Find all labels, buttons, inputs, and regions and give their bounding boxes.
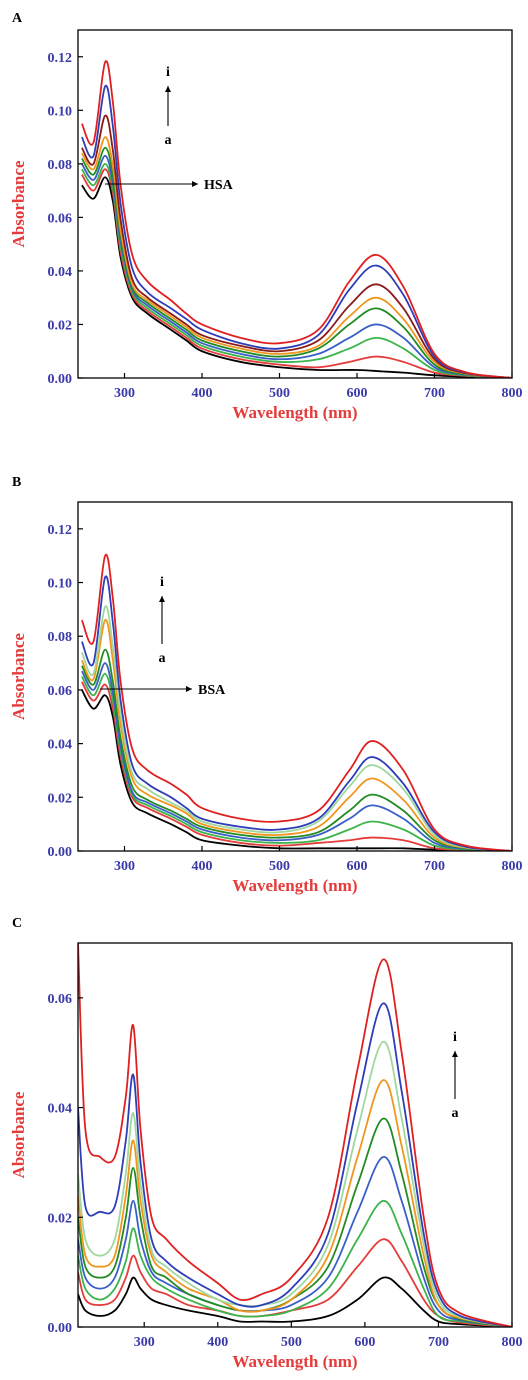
x-tick-label: 400 <box>207 1335 228 1350</box>
y-tick-label: 0.06 <box>48 211 73 226</box>
y-tick-label: 0.06 <box>48 992 73 1007</box>
y-tick-label: 0.02 <box>48 791 73 806</box>
y-tick-label: 0.10 <box>48 577 73 592</box>
plot-frame <box>77 501 513 852</box>
x-tick-label: 600 <box>354 1335 375 1350</box>
panel-label: B <box>12 475 21 490</box>
y-tick-label: 0.00 <box>48 372 73 387</box>
panel-b: B 300 400 500 600 700 800 0.00 0.02 0.04 0.06 0.08 0… <box>9 475 523 895</box>
plot-frame <box>77 29 513 379</box>
protein-label: HSA <box>204 178 234 193</box>
series-line-5 <box>81 146 512 378</box>
series-group <box>81 60 512 378</box>
protein-label: BSA <box>198 683 226 698</box>
series-order-top-label: i <box>453 1030 457 1045</box>
x-tick-label: 400 <box>192 859 213 874</box>
series-line-1 <box>81 689 512 851</box>
y-tick-label: 0.04 <box>48 1102 73 1117</box>
series-line-2 <box>81 168 512 378</box>
series-line-1 <box>81 176 512 378</box>
y-tick-label: 0.02 <box>48 318 73 333</box>
series-order-bottom-label: a <box>165 133 172 148</box>
x-tick-label: 500 <box>269 386 290 401</box>
series-line-9 <box>81 60 512 378</box>
series-line-7 <box>81 605 512 851</box>
x-axis-title: Wavelength (nm) <box>232 1352 357 1371</box>
series-order-bottom-label: a <box>452 1106 459 1121</box>
panel-a: A 300 400 500 600 700 800 0.00 0.02 0.04 0.06 0.08 0… <box>9 11 523 422</box>
y-tick-label: 0.12 <box>48 51 73 66</box>
panel-label: A <box>12 11 23 26</box>
y-tick-label: 0.08 <box>48 158 73 173</box>
series-order-bottom-label: a <box>159 651 166 666</box>
series-line-8 <box>78 1002 512 1327</box>
y-axis-title: Absorbance <box>9 1091 28 1178</box>
x-tick-label: 300 <box>114 859 135 874</box>
plot-frame <box>77 942 513 1328</box>
series-line-8 <box>81 84 512 378</box>
series-line-4 <box>81 154 512 378</box>
x-tick-label: 500 <box>269 859 290 874</box>
y-axis-title: Absorbance <box>9 633 28 720</box>
series-line-5 <box>81 648 512 851</box>
x-tick-label: 400 <box>192 386 213 401</box>
x-axis-title: Wavelength (nm) <box>232 403 357 422</box>
y-tick-label: 0.02 <box>48 1211 73 1226</box>
y-tick-label: 0.08 <box>48 630 73 645</box>
x-axis-title: Wavelength (nm) <box>232 876 357 895</box>
x-tick-label: 600 <box>347 859 368 874</box>
series-line-4 <box>81 662 512 851</box>
x-tick-label: 300 <box>134 1335 155 1350</box>
panel-label: C <box>12 916 22 931</box>
x-tick-label: 600 <box>347 386 368 401</box>
series-group <box>81 553 512 851</box>
y-tick-label: 0.06 <box>48 684 73 699</box>
series-line-3 <box>81 672 512 851</box>
series-line-9 <box>78 943 512 1327</box>
series-line-6 <box>81 136 512 378</box>
y-tick-label: 0.00 <box>48 1321 73 1336</box>
series-line-9 <box>81 553 512 851</box>
series-line-6 <box>78 1079 512 1327</box>
series-order-top-label: i <box>160 575 164 590</box>
x-tick-label: 800 <box>502 1335 523 1350</box>
y-tick-label: 0.04 <box>48 265 73 280</box>
x-tick-label: 500 <box>281 1335 302 1350</box>
panel-c: C 300 400 500 600 700 800 0.00 0.02 0.04 0.06 Wavel… <box>9 916 523 1371</box>
x-tick-label: 700 <box>424 386 445 401</box>
series-group <box>78 943 512 1327</box>
series-line-8 <box>81 575 512 851</box>
y-tick-label: 0.04 <box>48 738 73 753</box>
x-tick-label: 800 <box>502 859 523 874</box>
y-tick-label: 0.10 <box>48 104 73 119</box>
x-tick-label: 300 <box>114 386 135 401</box>
series-line-1 <box>78 1276 512 1327</box>
y-tick-label: 0.12 <box>48 523 73 538</box>
y-axis-title: Absorbance <box>9 160 28 247</box>
y-tick-label: 0.00 <box>48 845 73 860</box>
x-tick-label: 700 <box>428 1335 449 1350</box>
x-tick-label: 700 <box>424 859 445 874</box>
series-line-6 <box>81 619 512 851</box>
series-line-2 <box>81 681 512 851</box>
series-line-7 <box>81 114 512 378</box>
x-tick-label: 800 <box>502 386 523 401</box>
series-order-top-label: i <box>166 65 170 80</box>
series-line-3 <box>78 1199 512 1327</box>
